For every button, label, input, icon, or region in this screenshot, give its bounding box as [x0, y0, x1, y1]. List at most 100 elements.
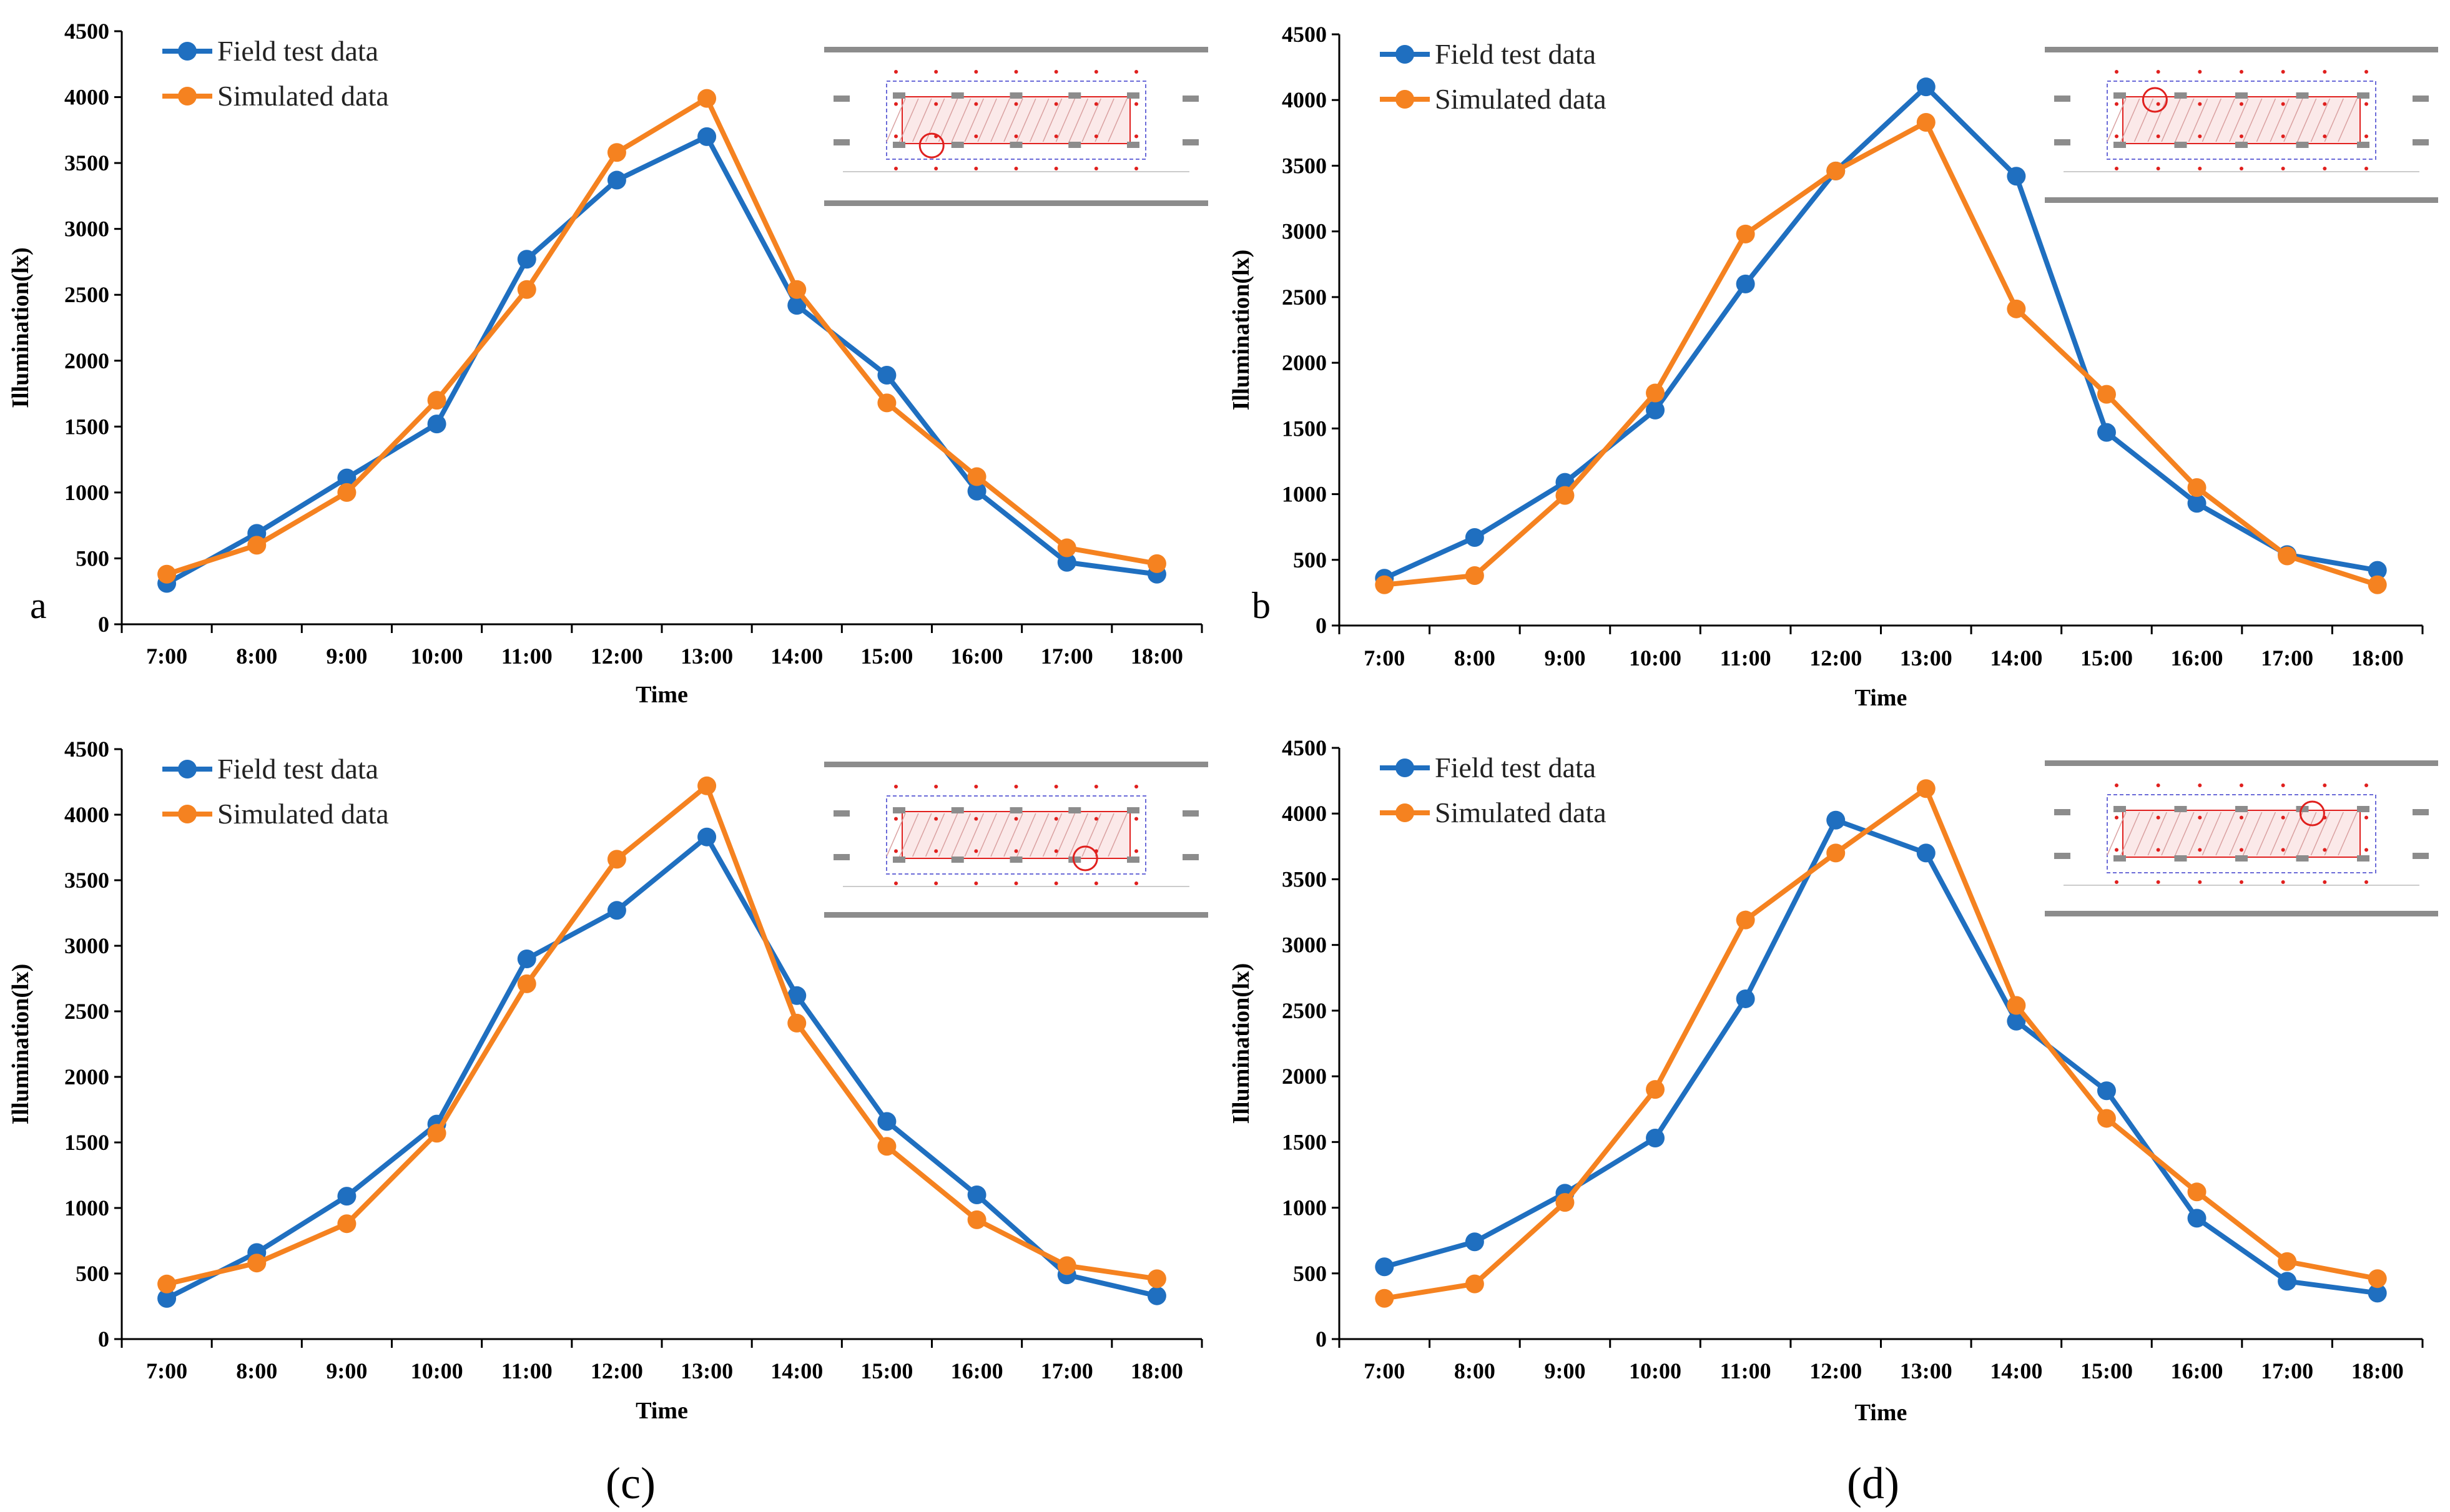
y-tick-label: 1500: [64, 1130, 109, 1155]
x-tick-label: 10:00: [411, 1358, 463, 1383]
inset-floor-plan: [824, 762, 1208, 918]
x-tick-label: 8:00: [236, 644, 277, 669]
x-tick-label: 16:00: [2171, 1358, 2223, 1383]
inset-measure-point: [2323, 134, 2327, 139]
y-tick-label: 0: [98, 1327, 109, 1352]
inset-column: [1010, 142, 1023, 148]
y-axis-title: Illumination(lx): [7, 247, 34, 408]
inset-measure-point: [1094, 102, 1098, 106]
inset-measure-point: [2323, 848, 2327, 852]
inset-measure-point: [2198, 167, 2202, 170]
inset-wall-bottom: [824, 200, 1208, 206]
x-axis-title: Time: [1855, 1400, 1907, 1426]
inset-measure-point: [2364, 70, 2368, 74]
inset-hatch-line: [886, 813, 906, 857]
x-tick-label: 17:00: [2261, 646, 2313, 670]
y-tick-label: 500: [1293, 547, 1327, 572]
inset-column: [1010, 857, 1023, 863]
data-point: [787, 1013, 807, 1033]
data-point: [1147, 1269, 1166, 1289]
legend-entry: Field test data: [1380, 752, 1596, 783]
inset-measure-point: [2198, 70, 2202, 74]
data-point: [2368, 1284, 2387, 1303]
inset-measure-point: [974, 167, 978, 170]
legend-label: Field test data: [217, 35, 378, 67]
inset-column: [2174, 806, 2187, 812]
x-tick-label: 16:00: [951, 1358, 1003, 1383]
inset-hatch-line: [1068, 98, 1089, 142]
inset-measure-point: [2240, 102, 2243, 106]
inset-measure-point: [894, 849, 898, 853]
inset-measure-point: [2240, 783, 2243, 787]
inset-measure-point: [1134, 102, 1138, 106]
inset-hatch-line: [2175, 98, 2195, 142]
inset-measure-point: [2281, 70, 2285, 74]
inset-measure-point: [934, 849, 938, 853]
inset-column-left: [834, 139, 850, 145]
inset-hatch-line: [1055, 98, 1076, 142]
data-point: [1826, 810, 1846, 830]
inset-measure-point: [934, 70, 938, 74]
inset-column: [2174, 855, 2187, 862]
data-point: [607, 850, 626, 869]
data-point: [2368, 561, 2387, 580]
inset-measure-point: [894, 785, 898, 788]
data-point: [1147, 1286, 1166, 1305]
x-tick-label: 9:00: [326, 1358, 367, 1383]
panel-label: a: [30, 585, 47, 626]
inset-wall-bottom: [2045, 197, 2438, 203]
inset-measure-point: [974, 134, 978, 139]
series-field-test-data: [157, 827, 1166, 1308]
chart-panel-4: 0 500 1000 1500 2000 2500 3000 3500 4000 4500 7:00…: [1228, 735, 2438, 1508]
inset-wall-bottom: [2045, 911, 2438, 916]
inset-hatch-line: [2147, 98, 2167, 142]
data-point: [1375, 575, 1394, 594]
series-simulated-data: [157, 89, 1166, 584]
inset-measure-point: [1134, 849, 1138, 853]
series-line: [1384, 119, 2378, 587]
inset-measure-point: [974, 70, 978, 74]
inset-column-right: [1183, 139, 1199, 145]
inset-hatch-line: [2188, 98, 2208, 142]
legend-marker: [178, 42, 197, 61]
inset-measure-point: [2364, 848, 2368, 852]
series-field-test-data: [1375, 810, 2387, 1303]
y-tick-label: 2000: [1282, 350, 1327, 375]
data-point: [1465, 1274, 1484, 1294]
data-point: [607, 143, 626, 162]
inset-column: [1068, 142, 1081, 148]
inset-measure-point: [1134, 817, 1138, 821]
x-tick-label: 12:00: [1809, 1358, 1862, 1383]
data-point: [247, 1254, 267, 1273]
y-tick-label: 3000: [64, 933, 109, 958]
data-point: [517, 250, 536, 269]
x-tick-label: 14:00: [1990, 1358, 2042, 1383]
x-tick-label: 10:00: [1629, 646, 1681, 670]
inset-floor-plan: [824, 47, 1208, 206]
data-point: [697, 127, 717, 146]
inset-measure-point: [2198, 134, 2202, 139]
data-point: [787, 280, 807, 299]
inset-column-right: [2413, 139, 2429, 145]
inset-measure-point: [2281, 102, 2285, 106]
inset-hatch-line: [1030, 98, 1050, 142]
inset-hatch-line: [2297, 812, 2317, 856]
legend-marker: [1395, 45, 1414, 64]
data-point: [1465, 528, 1484, 547]
inset-hatch-line: [2120, 98, 2140, 142]
data-point: [1736, 274, 1755, 293]
x-tick-label: 9:00: [1544, 646, 1585, 670]
inset-hatch-line: [2256, 98, 2276, 142]
series-line: [1384, 817, 2378, 1296]
inset-measure-point: [894, 70, 898, 74]
data-point: [697, 89, 717, 108]
data-point: [877, 1137, 897, 1156]
inset-measure-point: [2364, 167, 2368, 170]
data-point: [967, 1186, 986, 1204]
inset-column: [2357, 142, 2369, 148]
inset-measure-point: [1094, 817, 1098, 821]
y-tick-label: 1500: [64, 414, 109, 439]
inset-column-right: [2413, 96, 2429, 102]
y-tick-label: 4000: [64, 85, 109, 110]
inset-column-left: [2054, 139, 2070, 145]
